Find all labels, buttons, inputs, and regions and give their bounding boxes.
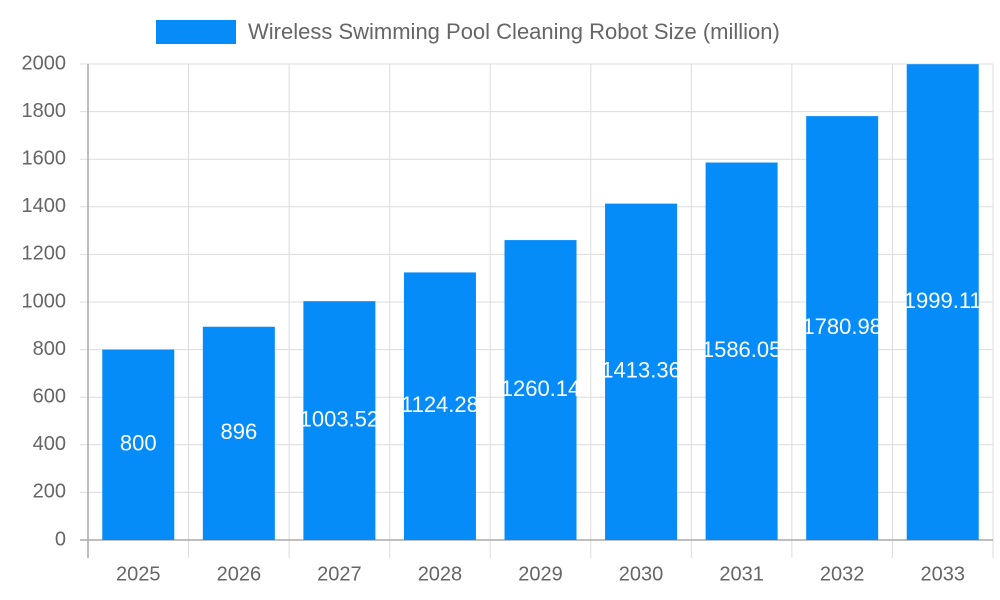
bar xyxy=(504,240,577,541)
data-label: 1586.05 xyxy=(702,337,782,362)
bar xyxy=(906,64,979,540)
y-tick-label: 400 xyxy=(33,433,66,455)
y-tick-label: 1000 xyxy=(22,290,67,312)
y-tick-label: 1200 xyxy=(22,243,67,265)
bar xyxy=(403,272,476,540)
x-tick-label: 2032 xyxy=(820,563,865,585)
bar xyxy=(102,349,175,540)
data-label: 1999.11 xyxy=(904,288,982,313)
data-label: 1413.36 xyxy=(601,358,681,383)
y-tick-label: 1600 xyxy=(22,147,67,169)
y-tick-label: 600 xyxy=(33,385,66,407)
data-label: 800 xyxy=(120,431,157,456)
data-label: 1003.52 xyxy=(300,406,380,431)
x-tick-label: 2031 xyxy=(719,563,764,585)
y-tick-label: 800 xyxy=(33,338,66,360)
data-label: 896 xyxy=(220,419,257,444)
y-tick-label: 1800 xyxy=(22,100,67,122)
x-tick-label: 2026 xyxy=(217,563,262,585)
bar xyxy=(303,301,376,540)
y-tick-label: 200 xyxy=(33,481,66,503)
data-label: 1260.14 xyxy=(501,376,581,401)
y-tick-label: 2000 xyxy=(22,52,67,74)
bar xyxy=(605,203,678,541)
data-label: 1780.98 xyxy=(802,314,882,339)
legend-swatch xyxy=(156,20,236,44)
x-tick-label: 2025 xyxy=(116,563,161,585)
bar xyxy=(202,326,275,540)
x-tick-label: 2027 xyxy=(317,563,362,585)
x-tick-label: 2028 xyxy=(418,563,463,585)
bar xyxy=(806,116,879,540)
x-tick-label: 2030 xyxy=(619,563,664,585)
bar xyxy=(705,162,778,541)
legend-label: Wireless Swimming Pool Cleaning Robot Si… xyxy=(248,19,780,44)
y-tick-label: 0 xyxy=(55,528,66,550)
data-label: 1124.28 xyxy=(401,392,479,417)
x-tick-label: 2029 xyxy=(518,563,563,585)
x-tick-label: 2033 xyxy=(920,563,965,585)
y-tick-label: 1400 xyxy=(22,195,67,217)
